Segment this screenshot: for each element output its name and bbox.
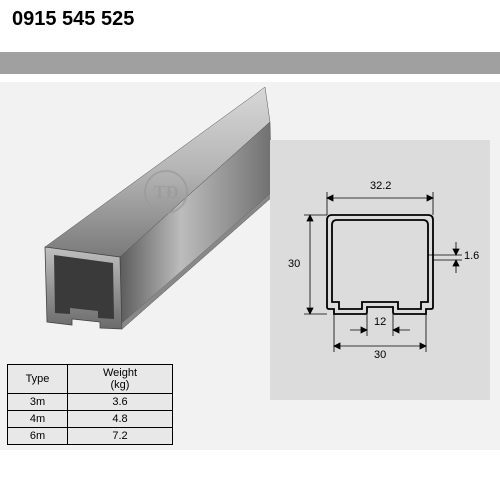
dim-top: 32.2	[370, 180, 391, 192]
product-render	[0, 82, 280, 372]
cell-weight: 4.8	[68, 411, 173, 428]
phone-number: 0915 545 525	[12, 8, 134, 31]
table-header-row: Type Weight (kg)	[8, 365, 173, 394]
cell-type: 6m	[8, 428, 68, 445]
dim-right: 1.6	[464, 250, 479, 262]
table-row: 4m 4.8	[8, 411, 173, 428]
watermark-logo: TĐ	[144, 170, 188, 214]
dim-left: 30	[288, 258, 300, 270]
divider-bar	[0, 52, 500, 74]
col-weight-header: Weight (kg)	[68, 365, 173, 394]
table-row: 6m 7.2	[8, 428, 173, 445]
col-type-header: Type	[8, 365, 68, 394]
cell-type: 4m	[8, 411, 68, 428]
main-content: TĐ Type Weight (kg) 3m 3.6 4m 4.8 6m 7.2	[0, 82, 500, 450]
dim-bottom: 30	[374, 349, 386, 361]
spec-table: Type Weight (kg) 3m 3.6 4m 4.8 6m 7.2	[7, 364, 173, 445]
cell-type: 3m	[8, 394, 68, 411]
cell-weight: 3.6	[68, 394, 173, 411]
dim-bottom-gap: 12	[374, 316, 386, 328]
cross-section-diagram: 32.2 30 1.6 12 30	[270, 140, 490, 400]
table-row: 3m 3.6	[8, 394, 173, 411]
cell-weight: 7.2	[68, 428, 173, 445]
